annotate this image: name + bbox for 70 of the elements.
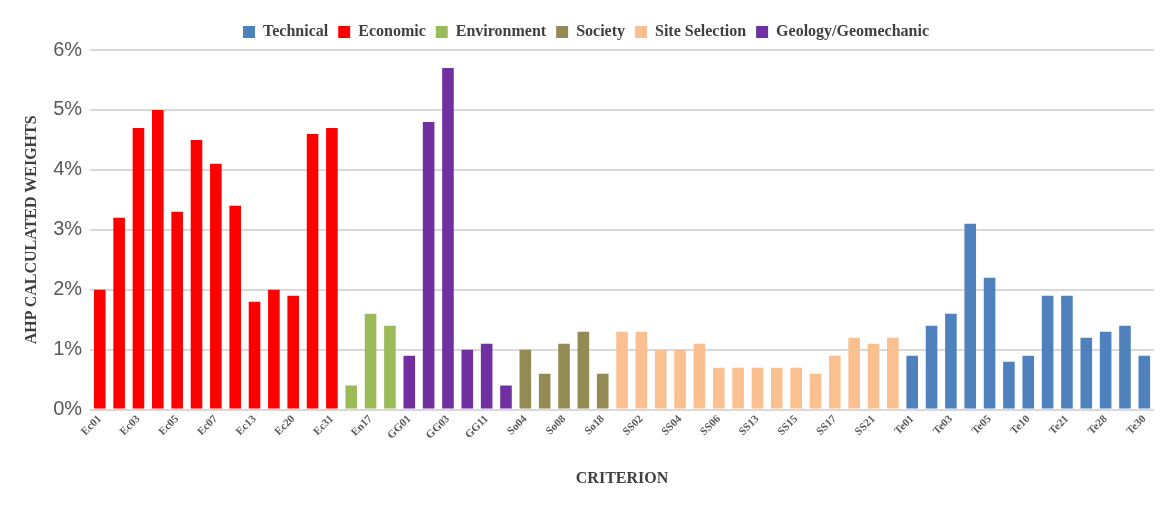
legend-label: Economic <box>358 22 426 40</box>
bar <box>635 331 648 409</box>
bar <box>1119 325 1131 409</box>
bar <box>171 211 183 409</box>
bar <box>751 367 764 409</box>
bar <box>210 163 222 409</box>
bar <box>93 289 106 409</box>
bar <box>248 301 261 409</box>
bar <box>364 313 377 409</box>
bar <box>480 343 493 409</box>
bar <box>132 127 145 409</box>
bar <box>461 349 474 409</box>
y-tick-label: 0% <box>53 397 83 420</box>
bar <box>674 349 686 409</box>
bar <box>771 367 783 409</box>
bar <box>538 373 551 409</box>
bar <box>596 373 609 409</box>
legend-label: Environment <box>455 22 547 40</box>
y-tick-label: 4% <box>53 157 83 180</box>
bar <box>577 331 590 409</box>
bar <box>1061 295 1073 409</box>
bar <box>732 367 744 409</box>
y-tick-label: 6% <box>53 37 83 60</box>
bar <box>113 217 125 409</box>
y-tick-label: 1% <box>53 337 83 360</box>
bar <box>867 343 880 409</box>
bar <box>442 67 454 409</box>
bar <box>945 313 957 409</box>
bar <box>1099 331 1112 409</box>
legend-label: Technical <box>263 22 329 40</box>
bar <box>229 205 241 409</box>
bar <box>384 325 396 409</box>
bar <box>616 331 628 409</box>
bar <box>964 223 977 409</box>
bar <box>152 109 164 409</box>
bar <box>500 385 512 409</box>
legend-label: Geology/Geomechanic <box>776 22 929 41</box>
bar <box>558 343 570 409</box>
bar <box>983 277 996 409</box>
bar <box>829 355 841 409</box>
bar <box>693 343 706 409</box>
bar <box>268 289 280 409</box>
bar <box>1138 355 1151 409</box>
bar <box>190 139 203 409</box>
bar <box>306 133 319 409</box>
bar <box>712 367 725 409</box>
bar <box>422 121 435 409</box>
y-tick-label: 2% <box>53 277 83 300</box>
y-tick-label: 3% <box>53 217 83 240</box>
bar <box>519 349 532 409</box>
bar <box>403 355 416 409</box>
legend-label: Site Selection <box>655 22 747 40</box>
bar <box>1080 337 1093 409</box>
bar <box>906 355 919 409</box>
x-axis-title: CRITERION <box>575 468 669 486</box>
bar <box>654 349 667 409</box>
bar <box>326 127 338 409</box>
bar <box>790 367 802 409</box>
y-tick-label: 5% <box>53 97 83 120</box>
bar <box>848 337 860 409</box>
bar <box>345 385 358 409</box>
bar <box>887 337 899 409</box>
bar <box>1003 361 1015 409</box>
bar <box>287 295 300 409</box>
bar <box>1041 295 1054 409</box>
bar <box>925 325 938 409</box>
bar <box>809 373 822 409</box>
bar <box>1022 355 1035 409</box>
y-axis-title: AHP CALCULATED WEIGHTS <box>21 115 39 345</box>
legend-label: Society <box>576 22 626 41</box>
